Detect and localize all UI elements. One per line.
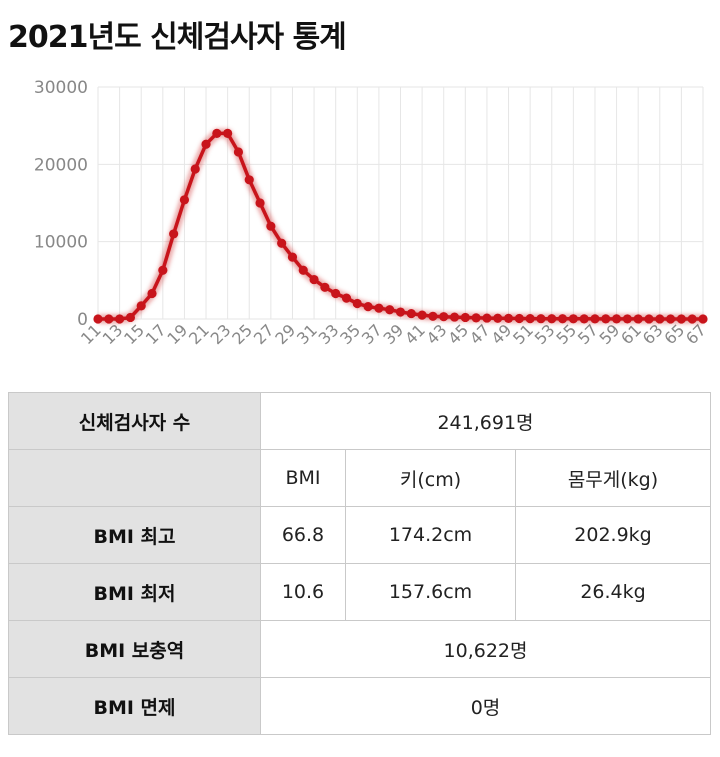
height-value: 157.6cm [345,563,516,621]
data-point [482,313,492,323]
y-tick-label: 30000 [34,78,88,98]
data-point [439,312,449,322]
chart-gridlines [97,86,704,320]
data-point [590,314,600,324]
data-point [244,175,254,185]
data-point [493,313,503,323]
data-point [125,312,136,323]
data-point [104,314,114,324]
y-tick-label: 0 [77,310,88,330]
row-label: BMI 최고 [8,506,261,564]
data-point [395,307,406,317]
data-point [633,314,643,324]
data-point [309,274,319,285]
data-point [233,147,244,157]
data-point [622,314,632,324]
data-point [601,314,611,324]
col-header-bmi: BMI [260,449,346,507]
height-value: 174.2cm [345,506,516,564]
data-point [136,301,146,311]
data-point [212,128,222,138]
table-row: BMI 면제 0명 [8,677,711,735]
data-point [341,293,352,303]
stats-table: 신체검사자 수 241,691명 BMI 키(cm) 몸무게(kg) BMI 최… [8,392,711,735]
weight-value: 202.9kg [515,506,711,564]
table-row: BMI 보충역 10,622명 [8,620,711,678]
x-axis-ticks: 1113151719212325272931333537394143454749… [77,320,710,348]
data-point [417,310,427,320]
series-layer [93,128,708,324]
data-point [471,313,481,323]
weight-value: 26.4kg [515,563,711,621]
data-point [363,302,373,312]
data-point [428,311,438,321]
data-point [93,314,103,324]
data-point [320,282,330,292]
data-point [665,314,676,324]
data-point [331,288,341,299]
data-point [676,314,686,324]
data-point [277,238,287,248]
count-value: 241,691명 [260,392,711,450]
data-point [514,313,524,324]
data-point [298,265,308,275]
data-point [547,314,557,324]
table-row: BMI 최고 66.8 174.2cm 202.9kg [8,506,711,564]
table-row: 신체검사자 수 241,691명 [8,392,711,450]
data-point [536,314,546,324]
y-axis-ticks: 0 10000 20000 30000 [34,78,88,330]
data-point [449,312,460,322]
data-point [644,314,654,324]
table-row: BMI 키(cm) 몸무게(kg) [8,449,711,507]
data-point [655,314,665,324]
data-point [158,265,168,275]
data-point [374,303,384,313]
data-point [115,314,125,324]
data-point [147,288,157,299]
data-point [579,314,589,324]
col-header-weight: 몸무게(kg) [515,449,711,507]
data-point [223,128,233,138]
data-point [611,314,622,324]
data-point [179,195,190,205]
data-point [568,314,578,324]
data-point [557,314,568,324]
exempt-label: BMI 면제 [8,677,261,735]
row-label: BMI 최저 [8,563,261,621]
data-point [169,229,179,239]
y-tick-label: 20000 [34,155,88,175]
data-point [287,252,298,262]
y-tick-label: 10000 [34,233,88,253]
reserve-label: BMI 보충역 [8,620,261,678]
empty-header-cell [8,449,261,507]
data-point [460,312,470,323]
table-row: BMI 최저 10.6 157.6cm 26.4kg [8,563,711,621]
reserve-value: 10,622명 [260,620,711,678]
data-point [385,305,395,315]
col-header-height: 키(cm) [345,449,516,507]
exempt-value: 0명 [260,677,711,735]
x-tick-label: 67 [682,320,710,348]
bmi-value: 10.6 [260,563,346,621]
count-label: 신체검사자 수 [8,392,261,450]
data-point [201,139,211,149]
line-chart: 0 10000 20000 30000 11131517192123252729313… [34,78,710,348]
data-point [687,314,697,324]
data-point [190,164,200,174]
data-point [406,308,416,319]
data-point [255,198,265,208]
bmi-value: 66.8 [260,506,346,564]
data-point [525,314,535,324]
data-point [352,298,362,309]
data-point [266,221,276,231]
data-point [503,313,514,323]
data-point [698,314,708,324]
page-title: 2021년도 신체검사자 통계 [8,20,347,55]
